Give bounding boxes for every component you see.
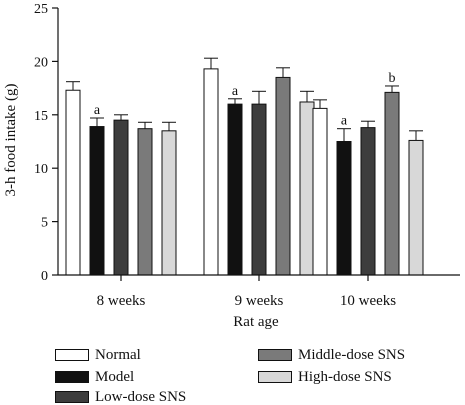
y-axis-label: 3-h food intake (g) bbox=[3, 84, 19, 197]
y-tick-label: 15 bbox=[34, 109, 48, 124]
y-tick-label: 5 bbox=[41, 216, 48, 231]
legend-label: Low-dose SNS bbox=[95, 389, 187, 405]
bar bbox=[299, 101, 315, 276]
legend-swatch bbox=[258, 371, 292, 383]
y-tick-label: 20 bbox=[34, 55, 48, 70]
y-axis: 0 5 10 15 20 25 bbox=[34, 2, 59, 284]
bar bbox=[227, 103, 243, 276]
x-tick-label: 10 weeks bbox=[340, 293, 396, 309]
significance-label: a bbox=[232, 84, 239, 99]
legend-label: Model bbox=[95, 369, 135, 385]
legend-swatch bbox=[55, 349, 89, 361]
legend-label: Middle-dose SNS bbox=[298, 347, 406, 363]
bar bbox=[275, 76, 291, 276]
bar bbox=[312, 107, 328, 276]
significance-label: a bbox=[94, 103, 101, 118]
bar bbox=[203, 68, 219, 276]
bar bbox=[384, 91, 400, 276]
bar bbox=[65, 89, 81, 276]
legend-label: High-dose SNS bbox=[298, 369, 392, 385]
legend-swatch bbox=[258, 349, 292, 361]
bar bbox=[137, 128, 153, 276]
x-axis-label: Rat age bbox=[233, 314, 279, 330]
legend-swatch bbox=[55, 391, 89, 403]
significance-label: a bbox=[341, 114, 348, 129]
x-tick-label: 8 weeks bbox=[97, 293, 146, 309]
bar bbox=[113, 119, 129, 276]
legend-item: Model bbox=[55, 369, 134, 385]
y-tick-label: 0 bbox=[41, 269, 48, 284]
bar bbox=[360, 127, 376, 276]
bar bbox=[89, 126, 105, 276]
bar bbox=[161, 130, 177, 276]
bar bbox=[336, 141, 352, 276]
legend-item: High-dose SNS bbox=[258, 369, 392, 385]
bar-chart: 0 5 10 15 20 25 a a a b 8 weeks 9 weeks 10 weeks 3… bbox=[3, 2, 460, 330]
y-tick-label: 25 bbox=[34, 2, 48, 17]
x-axis: 8 weeks 9 weeks 10 weeks bbox=[58, 274, 460, 309]
bars: a a a b bbox=[65, 57, 424, 276]
legend-item: Low-dose SNS bbox=[55, 389, 186, 405]
bar bbox=[408, 139, 424, 276]
y-tick-label: 10 bbox=[34, 162, 48, 177]
legend-label: Normal bbox=[95, 347, 141, 363]
x-tick-label: 9 weeks bbox=[235, 293, 284, 309]
legend-item: Normal bbox=[55, 347, 141, 363]
significance-label: b bbox=[389, 71, 396, 86]
bar bbox=[251, 103, 267, 276]
legend-swatch bbox=[55, 371, 89, 383]
legend-item: Middle-dose SNS bbox=[258, 347, 405, 363]
